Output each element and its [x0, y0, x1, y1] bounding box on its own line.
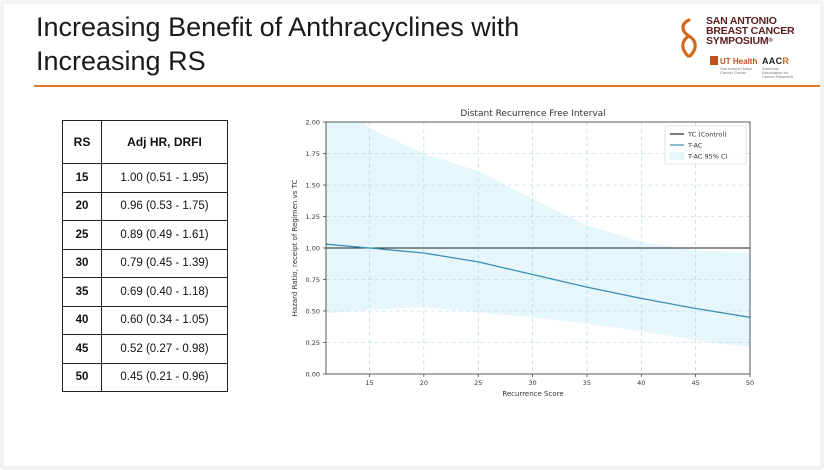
aacr-text: AAC — [762, 56, 783, 66]
table-row: 50 0.45 (0.21 - 0.96) — [62, 362, 228, 392]
cell-rs: 25 — [62, 220, 102, 250]
y-tick-label: 1.00 — [306, 244, 320, 252]
logo-text-3: SYMPOSIUM® — [706, 36, 773, 47]
cell-hr: 0.96 (0.53 - 1.75) — [101, 191, 228, 221]
y-tick-label: 0.50 — [306, 307, 320, 315]
ribbon-icon — [681, 18, 697, 58]
y-tick-label: 0.25 — [306, 339, 320, 347]
header-adj-hr: Adj HR, DRFI — [101, 120, 228, 164]
chart-title: Distant Recurrence Free Interval — [460, 109, 605, 119]
logo-text-1: SAN ANTONIO — [706, 15, 777, 27]
sabcs-logo: SAN ANTONIO BREAST CANCER SYMPOSIUM® UT … — [676, 14, 800, 80]
aacr-logo: AACR — [762, 56, 789, 66]
x-tick-label: 35 — [583, 379, 591, 387]
logo-text-3-main: SYMPOSIUM — [706, 35, 769, 47]
legend-swatch-ci — [669, 152, 685, 160]
y-tick-label: 1.75 — [306, 150, 320, 158]
series-line-t-ac — [326, 243, 750, 318]
slide-title: Increasing Benefit of Anthracyclines wit… — [36, 10, 656, 78]
cell-hr: 1.00 (0.51 - 1.95) — [101, 163, 228, 193]
registered-mark: ® — [768, 38, 773, 44]
legend-label: TC (Control) — [687, 130, 727, 138]
table-row: 25 0.89 (0.49 - 1.61) — [62, 220, 228, 250]
ut-shield-icon — [710, 56, 718, 65]
x-tick-label: 20 — [420, 379, 428, 387]
cell-rs: 35 — [62, 277, 102, 307]
cell-hr: 0.69 (0.40 - 1.18) — [101, 277, 228, 307]
table-row: 45 0.52 (0.27 - 0.98) — [62, 334, 228, 364]
ut-health-subtitle: San Antonio Mays Cancer Center — [720, 66, 753, 75]
cell-hr: 0.89 (0.49 - 1.61) — [101, 220, 228, 250]
aacr-r-text: R — [782, 56, 790, 66]
cell-hr: 0.60 (0.34 - 1.05) — [101, 305, 228, 335]
title-divider — [34, 85, 820, 87]
legend-label: T-AC — [687, 141, 703, 149]
x-axis-title: Recurrence Score — [502, 390, 563, 398]
header-rs: RS — [62, 120, 102, 164]
ut-health-logo: UT Health — [710, 56, 757, 66]
x-tick-label: 40 — [637, 379, 645, 387]
ut-health-text: UT Health — [720, 57, 758, 66]
title-line-1: Increasing Benefit of Anthracyclines wit… — [36, 12, 520, 42]
hazard-ratio-table: RS Adj HR, DRFI 15 1.00 (0.51 - 1.95) 20 0… — [62, 120, 228, 392]
ci-band — [326, 122, 750, 348]
cell-rs: 30 — [62, 248, 102, 278]
logo-text-2: BREAST CANCER — [706, 25, 795, 37]
cell-rs: 15 — [62, 163, 102, 193]
cell-rs: 45 — [62, 334, 102, 364]
legend-box — [664, 125, 747, 165]
y-tick-label: 2.00 — [306, 118, 320, 126]
table-row: 40 0.60 (0.34 - 1.05) — [62, 305, 228, 335]
x-tick-label: 15 — [365, 379, 373, 387]
cell-hr: 0.45 (0.21 - 0.96) — [101, 362, 228, 392]
y-tick-label: 1.50 — [306, 181, 320, 189]
table-row: 15 1.00 (0.51 - 1.95) — [62, 163, 228, 193]
cell-hr: 0.52 (0.27 - 0.98) — [101, 334, 228, 364]
table-header-row: RS Adj HR, DRFI — [62, 120, 228, 164]
x-tick-label: 25 — [474, 379, 482, 387]
cell-rs: 50 — [62, 362, 102, 392]
legend-label: T-AC 95% CI — [687, 152, 728, 160]
x-tick-label: 50 — [746, 379, 754, 387]
y-tick-label: 1.25 — [306, 213, 320, 221]
y-axis-title: Hazard Ratio, receipt of Regimen vs TC — [291, 180, 299, 317]
cell-hr: 0.79 (0.45 - 1.39) — [101, 248, 228, 278]
title-line-2: Increasing RS — [36, 46, 206, 76]
drfi-chart: 15 20 25 30 35 40 45 50 0.00 0.25 0.50 0.75 1.00 1.25… — [291, 109, 754, 398]
y-tick-label: 0.00 — [306, 370, 320, 378]
cell-rs: 40 — [62, 305, 102, 335]
table-row: 35 0.69 (0.40 - 1.18) — [62, 277, 228, 307]
x-tick-label: 30 — [528, 379, 536, 387]
cell-rs: 20 — [62, 191, 102, 221]
table-row: 20 0.96 (0.53 - 1.75) — [62, 191, 228, 221]
table-row: 30 0.79 (0.45 - 1.39) — [62, 248, 228, 278]
aacr-subtitle: American Association for Cancer Research — [762, 66, 794, 79]
y-tick-label: 0.75 — [306, 276, 320, 284]
x-tick-label: 45 — [692, 379, 700, 387]
